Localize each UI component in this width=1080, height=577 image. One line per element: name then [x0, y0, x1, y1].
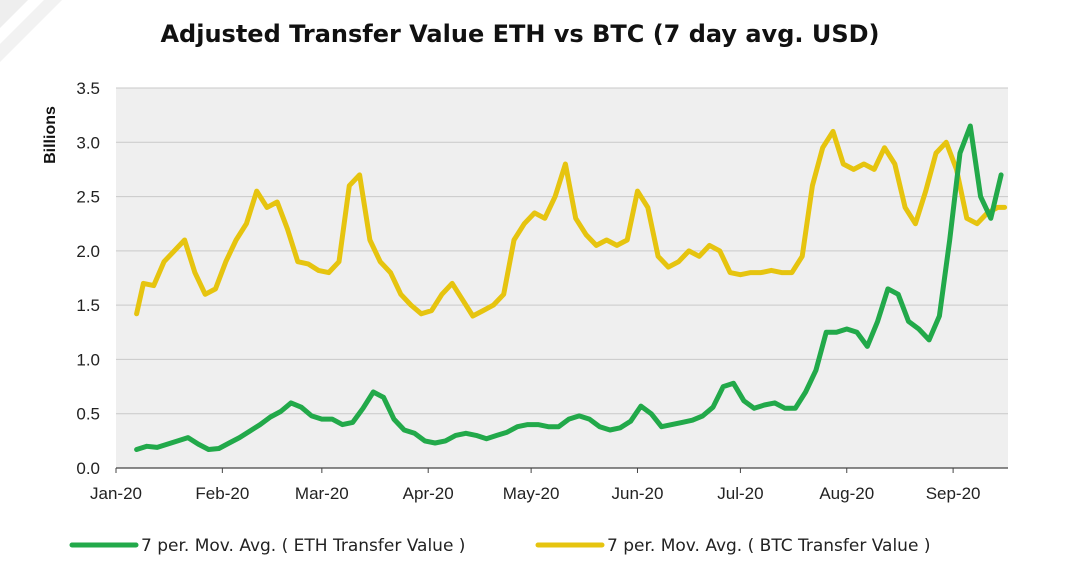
- x-tick-label: May-20: [503, 484, 560, 503]
- btc-line: [134, 128, 1008, 319]
- x-tick-label: Jun-20: [611, 484, 663, 503]
- legend-label-eth: 7 per. Mov. Avg. ( ETH Transfer Value ): [141, 536, 465, 556]
- legend-item-btc: 7 per. Mov. Avg. ( BTC Transfer Value ): [535, 536, 930, 556]
- y-tick-label: 2.5: [76, 188, 100, 207]
- y-tick-label: 3.5: [76, 79, 100, 98]
- x-tick-label: Mar-20: [295, 484, 349, 503]
- x-tick-label: Jan-20: [90, 484, 142, 503]
- x-tick-label: Feb-20: [195, 484, 249, 503]
- legend-label-btc: 7 per. Mov. Avg. ( BTC Transfer Value ): [607, 536, 930, 556]
- chart-title: Adjusted Transfer Value ETH vs BTC (7 da…: [160, 20, 879, 48]
- x-tick-label: Sep-20: [926, 484, 981, 503]
- x-tick-label: Aug-20: [819, 484, 874, 503]
- y-tick-label: 2.0: [76, 242, 100, 261]
- y-axis-label: Billions: [42, 106, 59, 164]
- y-tick-label: 1.5: [76, 296, 100, 315]
- eth-line: [134, 123, 1004, 452]
- y-tick-label: 0.5: [76, 405, 100, 424]
- x-tick-label: Jul-20: [717, 484, 763, 503]
- gridlines: [116, 87, 1008, 415]
- corner-decoration: [0, 0, 62, 62]
- plot-area: [116, 88, 1008, 468]
- x-tick-label: Apr-20: [403, 484, 454, 503]
- y-tick-label: 1.0: [76, 350, 100, 369]
- y-tick-label: 0.0: [76, 459, 100, 478]
- legend-item-eth: 7 per. Mov. Avg. ( ETH Transfer Value ): [69, 536, 465, 556]
- x-axis-ticks: Jan-20 Feb-20 Mar-20 Apr-20 May-20 Jun-20 Jul-…: [90, 468, 981, 503]
- legend: 7 per. Mov. Avg. ( ETH Transfer Value ) …: [69, 536, 930, 556]
- y-tick-label: 3.0: [76, 133, 100, 152]
- series-lines: [134, 123, 1008, 452]
- y-axis-ticks: 0.0 0.5 1.0 1.5 2.0 2.5 3.0 3.5: [76, 79, 100, 478]
